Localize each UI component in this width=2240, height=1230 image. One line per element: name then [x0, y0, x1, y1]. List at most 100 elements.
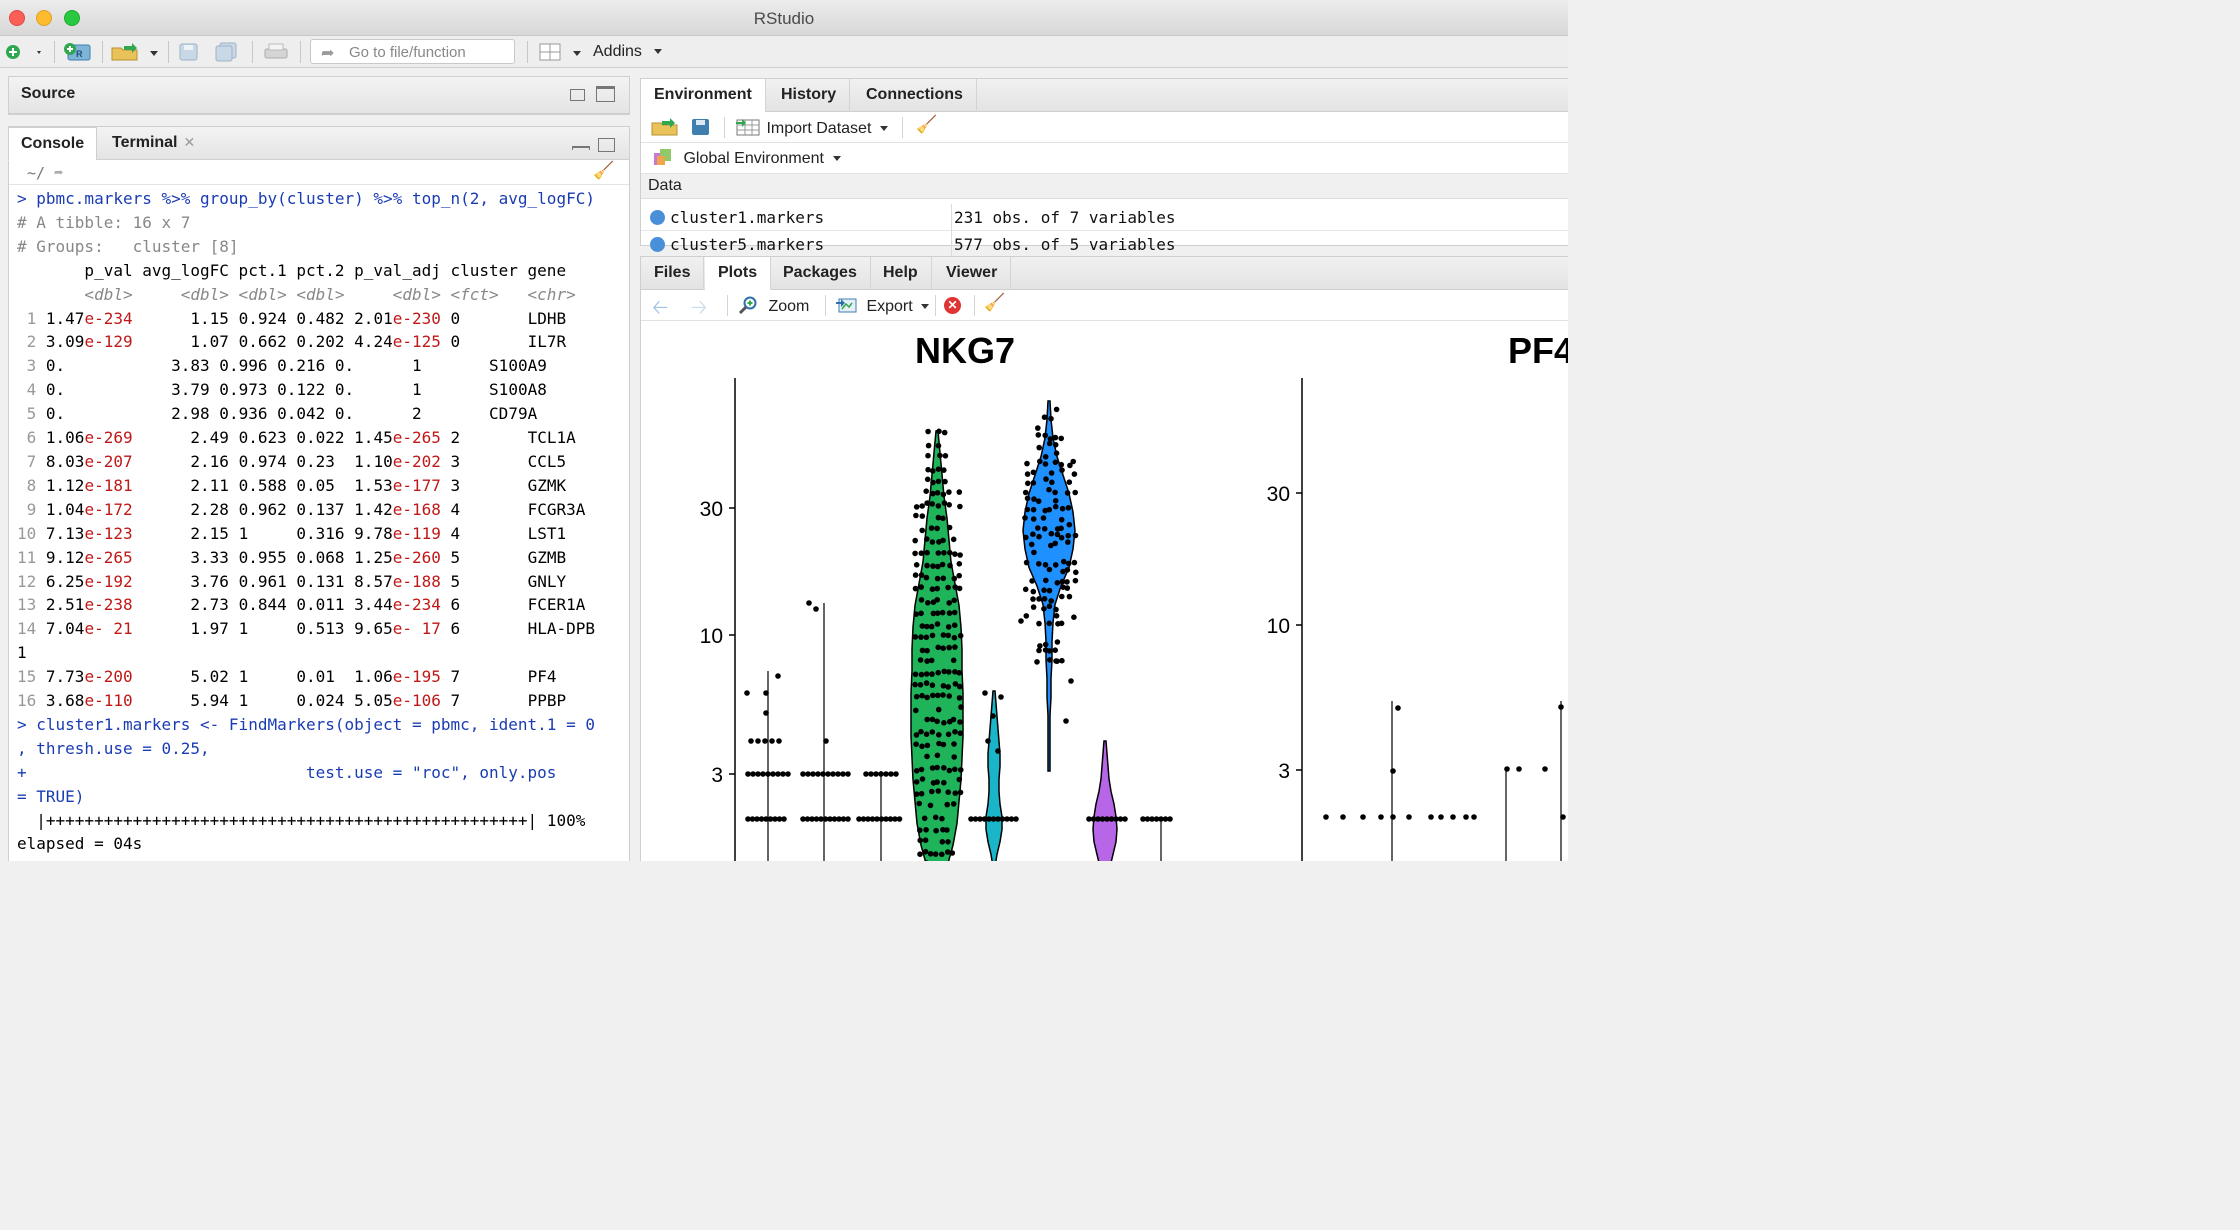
- data-point: [1046, 440, 1053, 447]
- data-point: [918, 610, 924, 617]
- cell-p-val-exponent: e-192: [84, 571, 133, 591]
- data-point: [1113, 816, 1119, 822]
- tab-help[interactable]: Help: [870, 257, 932, 290]
- clear-workspace-icon[interactable]: 🧹: [916, 115, 938, 134]
- save-workspace-icon[interactable]: [690, 117, 712, 137]
- import-dataset-button[interactable]: Import Dataset: [736, 118, 888, 138]
- env-row-cluster5-markers[interactable]: cluster5.markers 577 obs. of 5 variables: [641, 231, 1568, 258]
- cell-p-val-exponent: e-110: [84, 691, 133, 711]
- data-point: [770, 771, 776, 777]
- tab-packages[interactable]: Packages: [770, 257, 871, 290]
- tab-connections[interactable]: Connections: [853, 79, 977, 112]
- data-point: [924, 476, 931, 483]
- addins-menu[interactable]: Addins: [593, 43, 663, 61]
- data-point: [946, 489, 952, 495]
- open-file-icon[interactable]: [110, 42, 160, 62]
- tab-console-label: Console: [21, 135, 85, 152]
- cell-p-val-adj-exponent: e-119: [392, 523, 441, 543]
- data-point: [912, 634, 919, 640]
- console-line: p_val avg_logFC pct.1 pct.2 p_val_adj cl…: [17, 260, 567, 280]
- plot-viewer[interactable]: NKG7 3 10 30 PF4 3 10 30: [641, 321, 1568, 861]
- data-point: [912, 681, 918, 688]
- zoom-window-button[interactable]: [64, 10, 80, 26]
- global-environment-dropdown[interactable]: Global Environment: [653, 148, 842, 168]
- tab-files[interactable]: Files: [641, 257, 705, 290]
- data-point: [957, 552, 963, 558]
- data-point: [892, 816, 898, 822]
- data-point: [924, 658, 930, 664]
- cell-p-val-adj: 1.45: [354, 428, 393, 448]
- tab-plots[interactable]: Plots: [705, 257, 772, 290]
- data-point: [956, 776, 963, 783]
- data-point: [1024, 471, 1031, 477]
- workspace-panes-icon[interactable]: [538, 42, 584, 62]
- cell-cluster: 7: [440, 691, 528, 711]
- cell-p-val-adj-exponent: e-260: [392, 547, 441, 567]
- data-point: [888, 771, 894, 777]
- restore-pane-icon[interactable]: [598, 138, 615, 152]
- data-point: [939, 851, 945, 858]
- zoom-button[interactable]: Zoom: [738, 296, 809, 316]
- cell-avg-logfc: 3.79: [113, 380, 210, 400]
- data-point: [924, 500, 930, 506]
- new-file-icon[interactable]: [4, 42, 44, 62]
- close-window-button[interactable]: [9, 10, 25, 26]
- data-point: [977, 816, 983, 822]
- data-point: [1053, 658, 1059, 664]
- env-row-cluster1-markers[interactable]: cluster1.markers 231 obs. of 7 variables: [641, 204, 1568, 231]
- load-workspace-icon[interactable]: [650, 117, 680, 137]
- save-all-icon[interactable]: [214, 42, 240, 62]
- data-point: [934, 764, 940, 771]
- data-point: [925, 428, 931, 435]
- tab-viewer[interactable]: Viewer: [933, 257, 1012, 290]
- go-to-file-input[interactable]: ➦ Go to file/function: [310, 39, 515, 64]
- data-point: [1030, 506, 1037, 513]
- data-point: [883, 771, 889, 777]
- tab-environment[interactable]: Environment: [641, 79, 766, 112]
- close-icon[interactable]: ✕: [183, 134, 196, 150]
- cell-p-val-exponent: e-129: [84, 332, 133, 352]
- data-point: [1028, 541, 1035, 548]
- maximize-pane-icon[interactable]: [596, 86, 615, 102]
- clear-console-icon[interactable]: 🧹: [593, 161, 615, 180]
- data-point: [924, 562, 930, 569]
- data-point: [1516, 766, 1522, 772]
- data-point: [940, 515, 946, 522]
- data-point: [1390, 768, 1396, 774]
- save-icon[interactable]: [178, 42, 200, 62]
- data-point: [1067, 462, 1073, 469]
- data-point: [825, 771, 831, 777]
- tab-console[interactable]: Console: [8, 127, 98, 161]
- data-point: [1034, 659, 1040, 665]
- export-menu[interactable]: Export: [836, 296, 930, 316]
- row-number: 16: [17, 691, 46, 711]
- console-line: # A tibble: 16 x 7: [17, 212, 191, 232]
- minimize-pane-icon[interactable]: [572, 146, 590, 150]
- remove-plot-icon[interactable]: ✕: [944, 297, 961, 314]
- data-point: [929, 671, 935, 677]
- back-arrow-icon[interactable]: 🡠: [652, 297, 669, 319]
- data-point: [935, 442, 942, 449]
- data-point: [1052, 434, 1059, 441]
- restore-pane-icon[interactable]: [570, 89, 585, 101]
- minimize-window-button[interactable]: [36, 10, 52, 26]
- forward-arrow-icon[interactable]: 🡢: [691, 297, 708, 319]
- data-point: [1104, 816, 1110, 822]
- tab-history[interactable]: History: [768, 79, 851, 112]
- new-project-icon[interactable]: R: [62, 42, 94, 62]
- expand-icon[interactable]: [650, 237, 665, 252]
- cell-p-val-exponent: [65, 404, 113, 423]
- cell-cluster: 7: [440, 667, 528, 687]
- data-point: [950, 716, 957, 723]
- data-point: [990, 713, 996, 719]
- print-icon[interactable]: [262, 42, 290, 62]
- working-directory[interactable]: ~/ ➦: [27, 164, 64, 182]
- data-point: [944, 827, 950, 833]
- data-point: [1052, 540, 1058, 547]
- console-output[interactable]: > pbmc.markers %>% group_by(cluster) %>%…: [9, 187, 629, 861]
- expand-icon[interactable]: [650, 210, 665, 225]
- clear-all-plots-icon[interactable]: 🧹: [984, 293, 1006, 312]
- cell-avg-logfc: 3.33: [132, 547, 229, 567]
- cell-avg-logfc: 2.16: [132, 451, 229, 471]
- tab-terminal[interactable]: Terminal ✕: [100, 127, 207, 160]
